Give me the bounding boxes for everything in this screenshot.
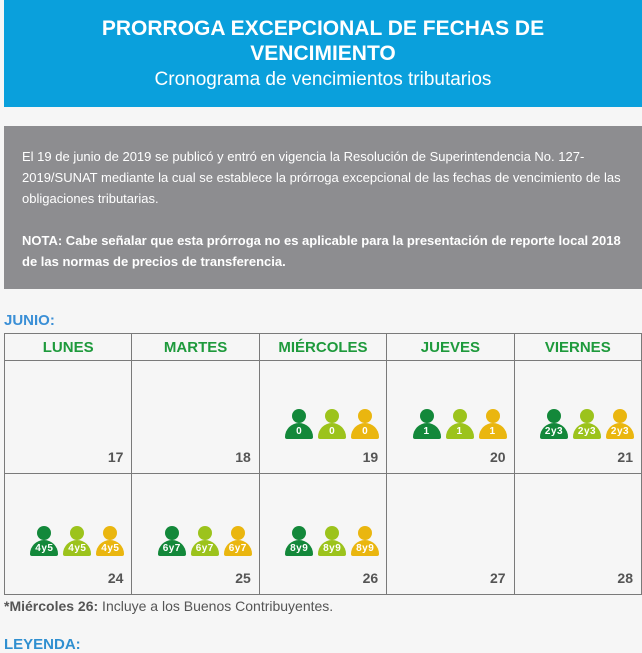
ruc-digit-icons: 8y9 8y9 8y9 xyxy=(284,526,380,557)
footnote: *Miércoles 26: Incluye a los Buenos Cont… xyxy=(4,598,333,614)
person-icon: 4y5 xyxy=(29,526,59,557)
ruc-digit-label: 4y5 xyxy=(96,540,125,556)
ruc-digit-label: 6y7 xyxy=(223,540,252,556)
ruc-digit-label: 2y3 xyxy=(540,423,568,439)
ruc-digit-label: 4y5 xyxy=(30,540,59,556)
person-icon: 2y3 xyxy=(605,409,635,440)
info-paragraph: El 19 de junio de 2019 se publicó y entr… xyxy=(22,149,621,206)
legend-title: LEYENDA: xyxy=(4,636,81,653)
page-subtitle: Cronograma de vencimientos tributarios xyxy=(154,69,492,90)
header-martes: MARTES xyxy=(131,333,260,361)
ruc-digit-icons: 4y5 4y5 4y5 xyxy=(29,526,125,557)
ruc-digit-label: 1 xyxy=(412,423,441,439)
person-icon: 1 xyxy=(478,409,508,440)
day-number: 24 xyxy=(107,570,124,586)
day-number: 18 xyxy=(235,449,251,465)
calendar-day-cell: 6y7 6y7 6y7 25 xyxy=(131,473,260,595)
ruc-digit-label: 2y3 xyxy=(606,423,634,439)
page-title: PRORROGA EXCEPCIONAL DE FECHAS DE VENCIM… xyxy=(101,17,545,65)
calendar-day-cell: 18 xyxy=(131,360,260,474)
calendar-day-cell: 8y9 8y9 8y9 26 xyxy=(258,473,388,595)
calendar-day-cell: 17 xyxy=(3,360,133,474)
calendar-day-cell: 1 1 1 20 xyxy=(386,360,515,474)
person-icon: 6y7 xyxy=(223,526,253,557)
person-icon: 8y9 xyxy=(350,526,380,557)
ruc-digit-label: 8y9 xyxy=(351,540,380,556)
header-viernes: VIERNES xyxy=(513,333,642,361)
calendar-day-cell: 28 xyxy=(513,473,642,595)
ruc-digit-label: 0 xyxy=(285,423,314,439)
ruc-digit-label: 1 xyxy=(478,423,507,439)
header-miercoles: MIÉRCOLES xyxy=(258,333,388,361)
person-icon: 8y9 xyxy=(317,526,347,557)
calendar-week: 4y5 4y5 4y5 24 6y7 6y7 6y7 25 8y9 8y9 8y9 26 27 28 xyxy=(3,473,642,595)
ruc-digit-icons: 6y7 6y7 6y7 xyxy=(157,526,253,557)
person-icon: 0 xyxy=(284,409,314,440)
ruc-digit-label: 4y5 xyxy=(63,540,92,556)
calendar-week: 17 18 0 0 0 19 1 1 1 20 2y3 2y3 2y3 21 xyxy=(3,360,642,474)
info-box: El 19 de junio de 2019 se publicó y entr… xyxy=(4,126,642,289)
day-number: 26 xyxy=(362,570,379,586)
person-icon: 8y9 xyxy=(284,526,314,557)
person-icon: 6y7 xyxy=(157,526,187,557)
info-nota: NOTA: Cabe señalar que esta prórroga no … xyxy=(22,233,621,269)
page-header: PRORROGA EXCEPCIONAL DE FECHAS DE VENCIM… xyxy=(4,0,642,107)
header-lunes: LUNES xyxy=(3,333,133,361)
person-icon: 6y7 xyxy=(190,526,220,557)
footnote-text: Incluye a los Buenos Contribuyentes. xyxy=(98,598,334,614)
ruc-digit-label: 6y7 xyxy=(157,540,186,556)
ruc-digit-label: 6y7 xyxy=(190,540,219,556)
person-icon: 0 xyxy=(350,409,380,440)
person-icon: 2y3 xyxy=(539,409,569,440)
person-icon: 1 xyxy=(412,409,442,440)
ruc-digit-label: 0 xyxy=(318,423,347,439)
calendar-day-cell: 4y5 4y5 4y5 24 xyxy=(3,473,133,595)
person-icon: 4y5 xyxy=(62,526,92,557)
day-number: 21 xyxy=(617,449,633,465)
ruc-digit-icons: 2y3 2y3 2y3 xyxy=(539,409,635,440)
footnote-bold: *Miércoles 26: xyxy=(4,598,99,614)
ruc-digit-label: 8y9 xyxy=(318,540,347,556)
person-icon: 0 xyxy=(317,409,347,440)
day-number: 28 xyxy=(617,570,633,586)
ruc-digit-label: 8y9 xyxy=(285,540,314,556)
calendar-table: LUNES MARTES MIÉRCOLES JUEVES VIERNES 17… xyxy=(3,333,642,595)
ruc-digit-label: 0 xyxy=(351,423,380,439)
person-icon: 1 xyxy=(445,409,475,440)
calendar-day-cell: 0 0 0 19 xyxy=(258,360,388,474)
day-number: 17 xyxy=(107,449,124,465)
month-label: JUNIO: xyxy=(4,312,55,329)
day-number: 20 xyxy=(489,449,506,465)
day-number: 25 xyxy=(235,570,251,586)
header-jueves: JUEVES xyxy=(386,333,515,361)
calendar-day-cell: 2y3 2y3 2y3 21 xyxy=(513,360,642,474)
person-icon: 4y5 xyxy=(95,526,125,557)
day-number: 27 xyxy=(489,570,506,586)
ruc-digit-label: 1 xyxy=(445,423,474,439)
ruc-digit-label: 2y3 xyxy=(573,423,601,439)
person-icon: 2y3 xyxy=(572,409,602,440)
day-number: 19 xyxy=(362,449,379,465)
calendar-day-cell: 27 xyxy=(386,473,515,595)
